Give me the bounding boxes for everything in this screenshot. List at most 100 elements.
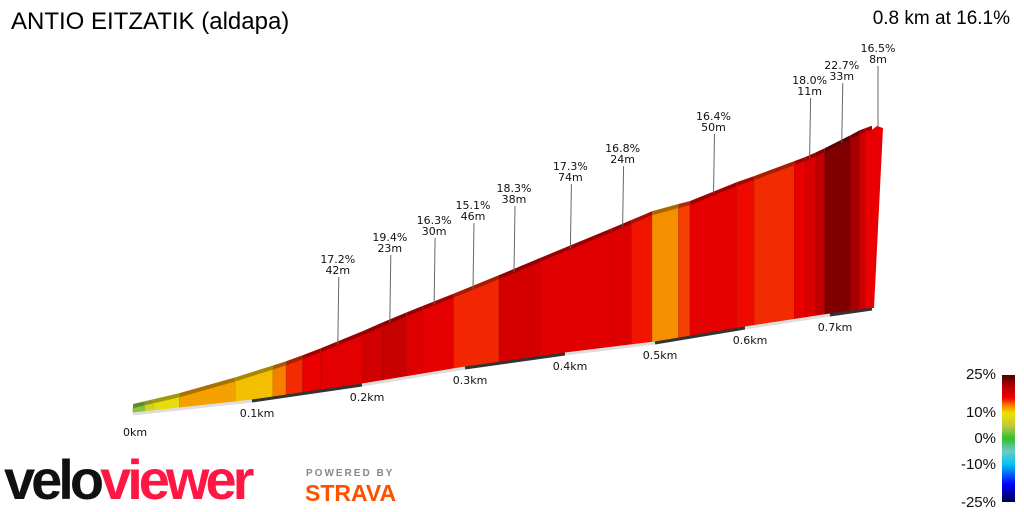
annotation-leader-line: [809, 97, 812, 159]
distance-axis: [132, 307, 873, 416]
gradient-band: [382, 316, 407, 381]
gradient-annotations: 17.2%42m 19.4%23m 16.3%30m 15.1%46m 18.3%38m…: [320, 42, 895, 345]
gradient-band: [362, 326, 383, 385]
gradient-band-top-edge: [320, 330, 364, 353]
annotation-gradient: 19.4%: [372, 231, 407, 244]
annotation-gradient: 18.0%: [792, 74, 827, 87]
gradient-band: [815, 151, 826, 317]
gradient-band-top-edge: [540, 228, 612, 262]
distance-tick-label: 0km: [123, 426, 147, 439]
gradient-band-top-edge: [736, 176, 755, 187]
gradient-band: [824, 138, 851, 316]
annotation-leader-line: [472, 222, 475, 290]
gradient-band-top-edge: [144, 399, 154, 406]
distance-tick-labels: 0km 0.1km 0.2km 0.3km 0.4km 0.5km 0.6km 0.7km: [123, 321, 852, 439]
gradient-band: [422, 297, 454, 375]
gradient-band: [805, 156, 816, 319]
annotation-leader-line: [713, 133, 715, 194]
gradient-band: [859, 131, 866, 311]
distance-tick-label: 0.7km: [818, 321, 853, 334]
distance-tick-label: 0.6km: [733, 334, 768, 347]
gradient-band: [631, 214, 653, 346]
gradient-band-top-edge: [422, 293, 454, 310]
gradient-band-top-edge: [611, 219, 632, 233]
distance-axis-segment: [251, 383, 363, 403]
gradient-band-top-edge: [499, 257, 540, 280]
gradient-band-top-edge: [678, 200, 691, 208]
annotation-gradient: 17.2%: [320, 253, 355, 266]
annotation-gradient: 15.1%: [456, 199, 491, 212]
distance-axis-segment: [654, 326, 746, 345]
gradient-band-top-edge: [805, 152, 816, 161]
annotation-length: 30m: [422, 225, 447, 238]
gradient-band-top-edge: [153, 393, 180, 404]
annotation-length: 33m: [829, 70, 854, 83]
legend-label: 25%: [966, 366, 996, 383]
veloviewer-logo[interactable]: veloviewer: [4, 448, 254, 511]
gradient-band: [865, 129, 873, 310]
gradient-band-top-edge: [406, 305, 423, 317]
annotation-length: 46m: [461, 210, 486, 223]
annotation-leader-line: [841, 82, 844, 143]
gradient-band-top-edge: [382, 312, 407, 327]
gradient-band: [406, 309, 424, 377]
distance-tick-label: 0.2km: [350, 391, 385, 404]
legend-label: -10%: [961, 456, 996, 473]
gradient-band-top-edge: [631, 211, 653, 224]
annotation-length: 38m: [502, 193, 527, 206]
gradient-band: [652, 207, 679, 343]
gradient-band-top-edge: [272, 361, 287, 370]
distance-axis-segment: [564, 341, 656, 356]
annotation-gradient: 17.3%: [553, 160, 588, 173]
gradient-band-top-edge: [859, 128, 866, 135]
gradient-bands: [132, 125, 883, 414]
gradient-band: [794, 160, 806, 320]
gradient-band: [611, 223, 632, 348]
gradient-band: [678, 204, 691, 339]
gradient-band: [689, 185, 738, 337]
gradient-band-top-edge: [363, 322, 383, 335]
gradient-band: [302, 352, 321, 393]
gradient-band-top-edge: [794, 156, 806, 166]
legend-label: 0%: [974, 430, 996, 447]
gradient-band: [849, 133, 860, 312]
annotation-length: 50m: [701, 121, 726, 134]
gradient-band-top-edge: [179, 377, 236, 398]
distance-axis-segment: [361, 366, 466, 387]
annotation-leader-line: [513, 205, 516, 272]
legend-label: 10%: [966, 404, 996, 421]
distance-tick-label: 0.3km: [453, 374, 488, 387]
strava-logo[interactable]: STRAVA: [305, 480, 397, 506]
distance-axis-segment: [829, 307, 873, 317]
annotation-leader-line: [389, 254, 392, 323]
gradient-band: [498, 261, 541, 363]
annotation-gradient: 18.3%: [497, 182, 532, 195]
gradient-band: [736, 179, 755, 329]
annotation-leader-line: [569, 183, 572, 249]
gradient-band-top-edge: [815, 148, 825, 157]
annotation-length: 11m: [797, 85, 822, 98]
distance-tick-label: 0.1km: [240, 407, 275, 420]
profile-end-cap: [872, 126, 883, 308]
distance-tick-label: 0.5km: [643, 349, 678, 362]
annotation-gradient: 22.7%: [824, 59, 859, 72]
gradient-band-top-edge: [453, 275, 499, 298]
distance-axis-segment: [464, 352, 566, 370]
annotation-length: 74m: [558, 171, 583, 184]
gradient-band-top-edge: [850, 130, 860, 140]
gradient-color-legend: 25% 10% 0% -10% -25%: [961, 366, 1015, 511]
segment-title: ANTIO EITZATIK (aldapa): [11, 8, 290, 35]
annotation-gradient: 16.4%: [696, 110, 731, 123]
gradient-band-top-edge: [865, 125, 872, 133]
annotation-leader-line: [622, 165, 625, 227]
annotation-leader-line: [337, 276, 340, 345]
annotation-gradient: 16.5%: [861, 42, 896, 55]
segment-summary: 0.8 km at 16.1%: [872, 8, 1010, 29]
gradient-band-top-edge: [754, 161, 795, 181]
gradient-band-top-edge: [133, 401, 145, 408]
annotation-gradient: 16.8%: [605, 142, 640, 155]
gradient-band-top-edge: [690, 182, 737, 205]
gradient-band-top-edge: [652, 203, 679, 216]
powered-by-label: POWERED BY: [306, 468, 395, 479]
